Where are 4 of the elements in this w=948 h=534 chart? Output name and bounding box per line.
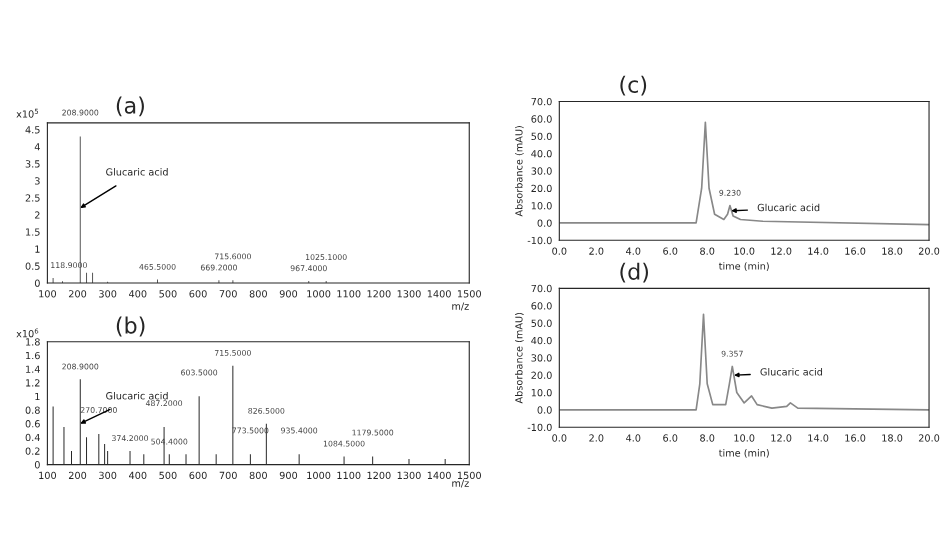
text: (b) [116,316,145,337]
text: (c) [620,75,647,96]
text: (d) [620,262,649,283]
text: (a) [116,96,144,117]
